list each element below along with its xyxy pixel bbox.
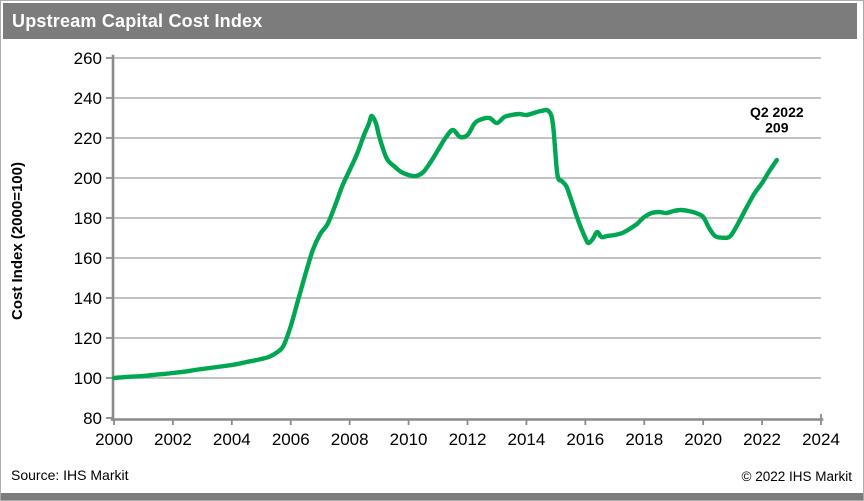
svg-text:2006: 2006 <box>272 430 310 449</box>
svg-text:140: 140 <box>74 289 102 308</box>
svg-text:80: 80 <box>83 409 102 428</box>
svg-text:2012: 2012 <box>449 430 487 449</box>
svg-text:2022: 2022 <box>743 430 781 449</box>
svg-text:2016: 2016 <box>566 430 604 449</box>
x-axis-labels: 2000 2002 2004 2006 2008 2010 2012 2014 2016 2018… <box>95 430 840 449</box>
y-axis-labels: 80 100 120 140 160 180 200 220 240 260 <box>74 49 102 428</box>
svg-text:Q2 2022: Q2 2022 <box>750 104 804 120</box>
svg-text:180: 180 <box>74 209 102 228</box>
axes <box>110 54 824 421</box>
copyright-note: © 2022 IHS Markit <box>741 469 853 484</box>
title-bar: Upstream Capital Cost Index <box>3 3 857 39</box>
svg-text:2014: 2014 <box>508 430 546 449</box>
y-axis-title: Cost Index (2000=100) <box>9 162 26 320</box>
svg-text:2004: 2004 <box>213 430 251 449</box>
source-note: Source: IHS Markit <box>11 467 129 483</box>
svg-text:100: 100 <box>74 369 102 388</box>
svg-text:2010: 2010 <box>390 430 428 449</box>
svg-text:2018: 2018 <box>625 430 663 449</box>
svg-text:240: 240 <box>74 89 102 108</box>
svg-text:120: 120 <box>74 329 102 348</box>
svg-text:160: 160 <box>74 249 102 268</box>
svg-text:2002: 2002 <box>154 430 192 449</box>
svg-text:220: 220 <box>74 129 102 148</box>
svg-text:2000: 2000 <box>95 430 133 449</box>
svg-text:209: 209 <box>765 120 789 136</box>
bottom-bar <box>1 493 863 500</box>
svg-text:2024: 2024 <box>802 430 840 449</box>
gridlines <box>114 57 821 379</box>
chart-title: Upstream Capital Cost Index <box>12 11 263 31</box>
svg-text:2020: 2020 <box>684 430 722 449</box>
svg-text:260: 260 <box>74 49 102 68</box>
tick-marks <box>106 57 822 425</box>
svg-text:2008: 2008 <box>331 430 369 449</box>
cost-index-line <box>111 107 779 381</box>
svg-text:200: 200 <box>74 169 102 188</box>
